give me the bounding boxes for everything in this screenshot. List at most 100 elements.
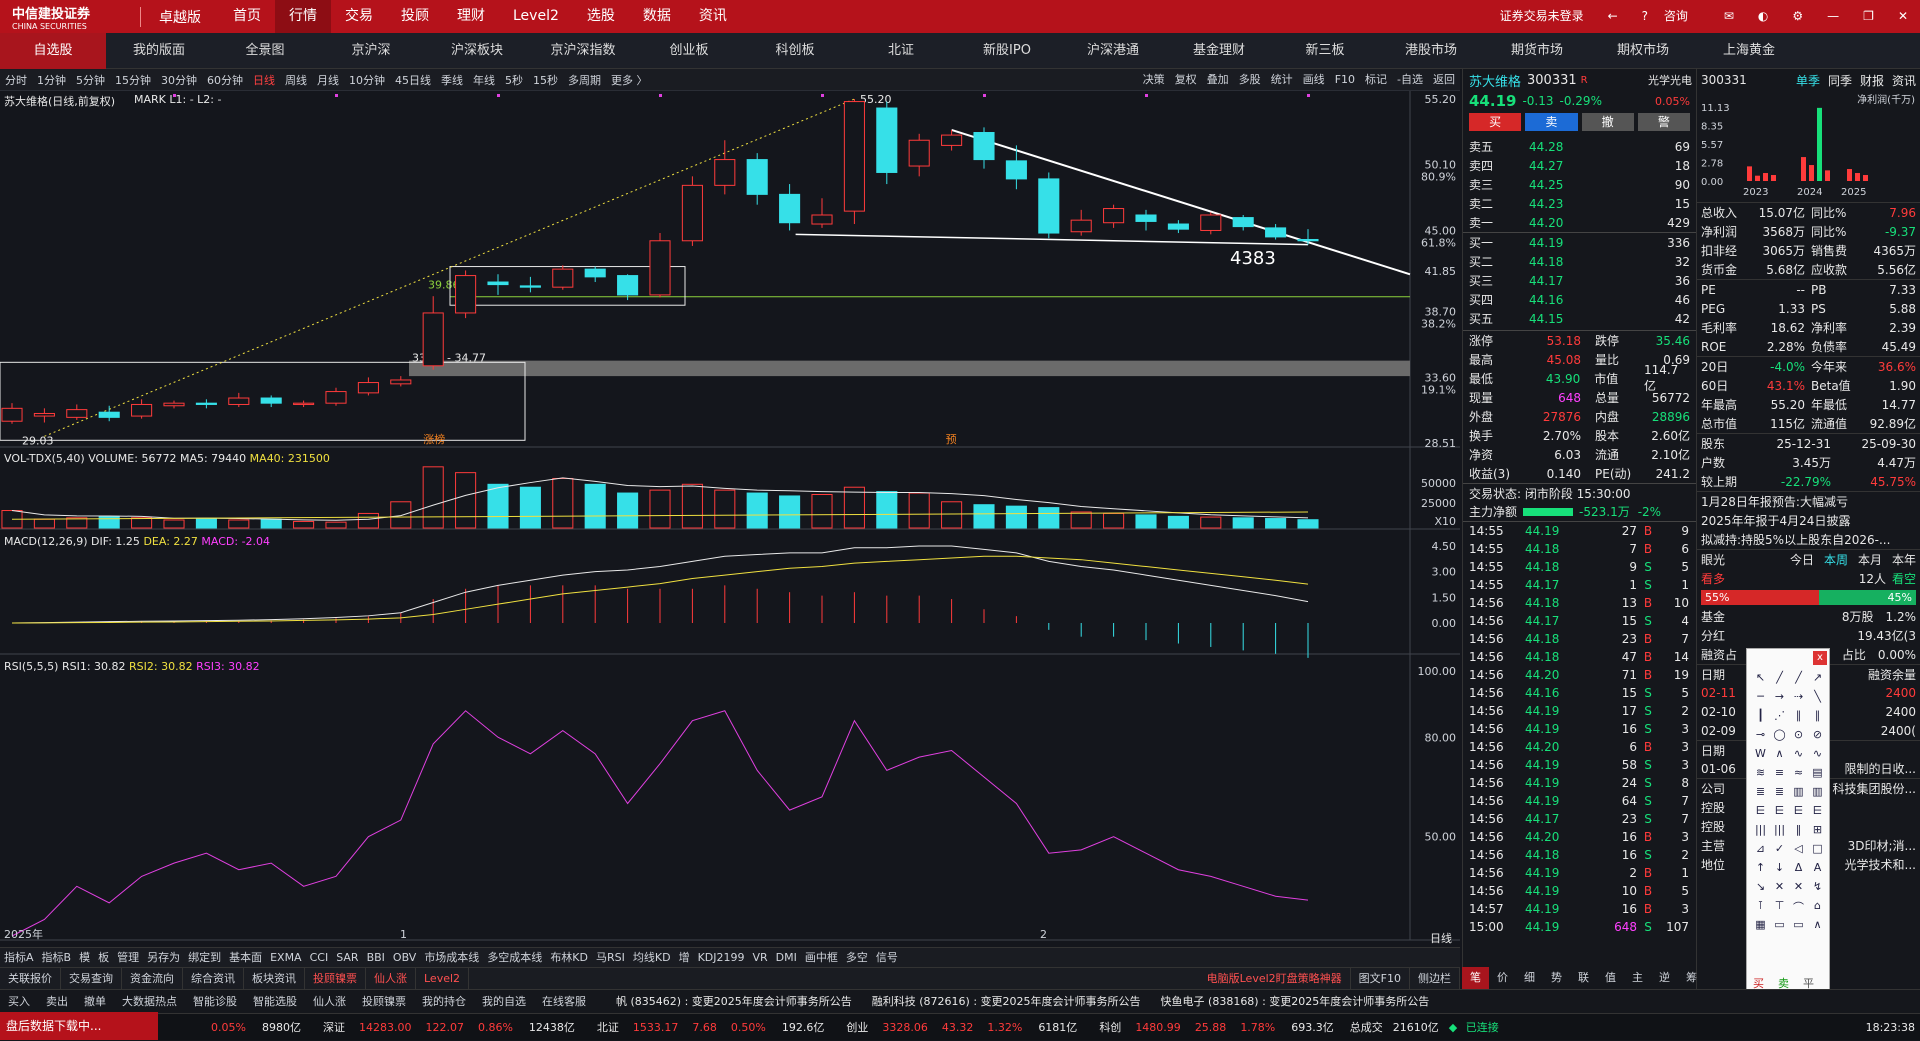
- menu-item-8[interactable]: 资讯: [698, 8, 727, 24]
- nav-tab-3[interactable]: 京沪深: [351, 43, 391, 58]
- nav-tab-14[interactable]: 期货市场: [1510, 43, 1563, 58]
- draw-tool-icon-2[interactable]: ╱: [1795, 671, 1802, 684]
- candle-body[interactable]: [131, 403, 153, 417]
- nav-tab-1[interactable]: 我的版面: [132, 43, 185, 58]
- indicator-tab-20[interactable]: VR: [752, 950, 768, 964]
- func-tab-2[interactable]: 资金流向: [122, 967, 183, 990]
- draw-tool-icon-43[interactable]: A: [1813, 861, 1822, 874]
- draw-tool-icon-38[interactable]: ◁: [1794, 842, 1803, 855]
- period-8[interactable]: 月线: [317, 73, 339, 87]
- asks-level-1[interactable]: 卖四 44.27 18: [1463, 156, 1696, 175]
- period-4[interactable]: 30分钟: [161, 73, 197, 87]
- candle-body[interactable]: [98, 411, 120, 418]
- draw-tool-icon-24[interactable]: ≣: [1755, 785, 1766, 798]
- palette-close-icon[interactable]: x: [1813, 651, 1827, 665]
- indicator-tab-10[interactable]: SAR: [336, 950, 359, 964]
- candle-body[interactable]: [1232, 217, 1254, 228]
- indicator-tab-21[interactable]: DMI: [775, 950, 797, 964]
- draw-tool-icon-50[interactable]: ⌒: [1793, 901, 1804, 914]
- bids-level-2[interactable]: 买三 44.17 36: [1463, 271, 1696, 290]
- draw-tool-icon-27[interactable]: ▥: [1812, 785, 1823, 798]
- period-12[interactable]: 年线: [473, 73, 495, 87]
- download-popup[interactable]: 盘后数据下载中...: [0, 1012, 158, 1040]
- restore-icon[interactable]: ❐: [1863, 9, 1874, 23]
- candle-body[interactable]: [325, 391, 347, 404]
- detail-tab-4[interactable]: 联: [1578, 971, 1589, 984]
- opinion-tab-2[interactable]: 本月: [1857, 553, 1882, 567]
- index-item-2[interactable]: 北证 1533.17 7.68 0.50% 192.6亿: [586, 1014, 835, 1041]
- candle-body[interactable]: [260, 397, 282, 404]
- trade-btn-3[interactable]: 警: [1637, 113, 1690, 131]
- indicator-tab-16[interactable]: 马RSI: [596, 950, 625, 964]
- draw-tool-icon-16[interactable]: W: [1755, 747, 1766, 760]
- draw-tool-icon-18[interactable]: ∿: [1793, 747, 1804, 760]
- draw-tool-icon-5[interactable]: →: [1774, 690, 1785, 703]
- chart-tool-3[interactable]: 多股: [1238, 73, 1261, 86]
- consult-button[interactable]: ? 咨询: [1630, 0, 1712, 33]
- ticker-item-2[interactable]: 快鱼电子 (838168) : 变更2025年度会计师事务所公告: [1160, 994, 1430, 1008]
- period-5[interactable]: 60分钟: [207, 73, 243, 87]
- bids-level-1[interactable]: 买二 44.18 32: [1463, 252, 1696, 271]
- candle-body[interactable]: [584, 268, 606, 278]
- candle-body[interactable]: [163, 402, 185, 407]
- app-shortcut-10[interactable]: 在线客服: [542, 994, 586, 1008]
- indicator-tab-6[interactable]: 绑定到: [188, 950, 222, 964]
- draw-tool-icon-52[interactable]: ▦: [1755, 918, 1766, 931]
- indicator-tab-9[interactable]: CCI: [309, 950, 329, 964]
- asks-level-2[interactable]: 卖三 44.25 90: [1463, 175, 1696, 194]
- candle-body[interactable]: [487, 281, 509, 286]
- news-item-0[interactable]: 1月28日年报预告:大幅减亏: [1701, 495, 1848, 509]
- detail-tab-7[interactable]: 逆: [1659, 971, 1670, 984]
- trade-btn-2[interactable]: 撤: [1581, 113, 1634, 131]
- nav-tab-15[interactable]: 期权市场: [1616, 43, 1669, 58]
- nav-tab-6[interactable]: 创业板: [669, 43, 709, 58]
- nav-tab-4[interactable]: 沪深板块: [450, 43, 503, 58]
- draw-tool-icon-32[interactable]: |||: [1754, 823, 1767, 836]
- nav-tab-0[interactable]: 自选股: [0, 33, 106, 69]
- draw-tool-icon-23[interactable]: ▤: [1812, 766, 1823, 779]
- app-shortcut-0[interactable]: 买入: [8, 994, 30, 1008]
- indicator-tab-8[interactable]: EXMA: [270, 950, 302, 964]
- period-16[interactable]: 更多 〉: [611, 73, 648, 87]
- chart-tool-9[interactable]: 返回: [1433, 73, 1455, 86]
- chart-tool-7[interactable]: 标记: [1365, 73, 1388, 86]
- candle-body[interactable]: [1265, 227, 1287, 238]
- chart-tool-0[interactable]: 决策: [1142, 73, 1165, 86]
- period-9[interactable]: 10分钟: [349, 73, 385, 87]
- detail-tab-5[interactable]: 值: [1605, 971, 1616, 984]
- settings-gear-icon[interactable]: ⚙: [1792, 9, 1804, 23]
- candle-body[interactable]: [876, 107, 898, 173]
- chart-tool-4[interactable]: 统计: [1270, 73, 1293, 86]
- candle-body[interactable]: [1103, 208, 1125, 224]
- func-tab-0[interactable]: 关联报价: [0, 967, 61, 990]
- skin-icon[interactable]: ◐: [1757, 9, 1769, 23]
- indicator-tab-11[interactable]: BBI: [366, 950, 385, 964]
- app-shortcut-1[interactable]: 卖出: [46, 994, 68, 1008]
- indicator-tab-5[interactable]: 另存为: [147, 950, 181, 964]
- login-status-link[interactable]: 证券交易未登录: [1499, 9, 1584, 23]
- period-10[interactable]: 45日线: [395, 73, 431, 87]
- fin-tab-0[interactable]: 单季: [1795, 73, 1820, 88]
- candle-body[interactable]: [1200, 214, 1222, 231]
- news-list[interactable]: 1月28日年报预告:大幅减亏 2025年年报于4月24日披露 拟减持:持股5%以上股…: [1697, 491, 1920, 549]
- app-shortcut-9[interactable]: 我的自选: [482, 994, 526, 1008]
- func-tab-3[interactable]: 综合资讯: [183, 967, 244, 990]
- draw-tool-icon-36[interactable]: ⊿: [1755, 842, 1766, 855]
- menu-item-0[interactable]: 首页: [233, 8, 261, 24]
- period-3[interactable]: 15分钟: [115, 73, 151, 87]
- chart-tool-2[interactable]: 叠加: [1206, 73, 1229, 86]
- candle-body[interactable]: [908, 139, 930, 167]
- menu-item-4[interactable]: 理财: [457, 8, 485, 24]
- news-item-1[interactable]: 2025年年报于4月24日披露: [1701, 514, 1851, 528]
- palette-buy-button[interactable]: 买: [1753, 977, 1764, 990]
- candle-body[interactable]: [811, 214, 833, 225]
- candle-body[interactable]: [390, 379, 412, 385]
- draw-tool-icon-31[interactable]: ⋿: [1812, 804, 1823, 817]
- fin-tab-1[interactable]: 同季: [1827, 73, 1852, 88]
- draw-tool-icon-44[interactable]: ↘: [1755, 880, 1766, 893]
- draw-tool-icon-14[interactable]: ⊙: [1793, 728, 1804, 741]
- draw-tool-icon-45[interactable]: ✕: [1774, 880, 1785, 893]
- indicator-tab-1[interactable]: 指标B: [41, 950, 72, 964]
- bids-level-0[interactable]: 买一 44.19 336: [1463, 233, 1696, 252]
- candle-body[interactable]: [552, 268, 574, 288]
